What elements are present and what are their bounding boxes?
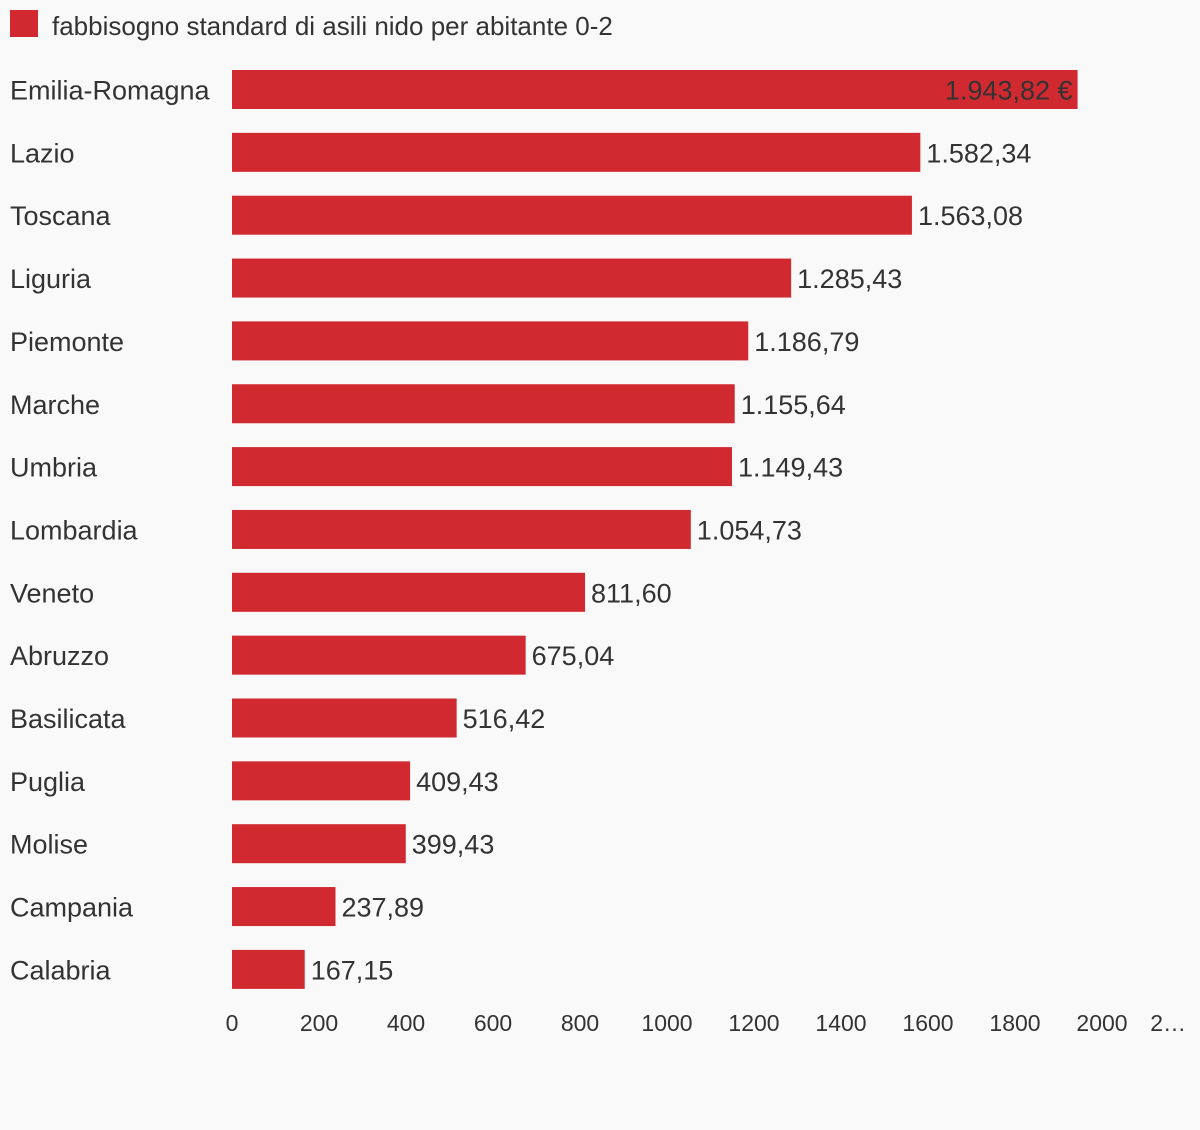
value-label: 516,42 bbox=[463, 704, 546, 734]
bar bbox=[232, 761, 411, 801]
x-axis-ticks: 0 200 400 600 800 1000 1200 1400 1600 1800 2000 2… bbox=[226, 1010, 1186, 1036]
value-label: 1.943,82 € bbox=[945, 76, 1073, 106]
category-label: Molise bbox=[10, 830, 88, 860]
x-tick-label: 1200 bbox=[728, 1010, 779, 1036]
bar bbox=[232, 824, 406, 864]
x-tick-label: 1400 bbox=[815, 1010, 866, 1036]
category-label: Lombardia bbox=[10, 515, 139, 545]
x-tick-label: 400 bbox=[387, 1010, 425, 1036]
bar bbox=[232, 70, 1078, 109]
bar bbox=[232, 195, 912, 235]
value-label: 167,15 bbox=[311, 955, 394, 985]
bars bbox=[232, 70, 1078, 989]
x-tick-label: 0 bbox=[226, 1010, 239, 1036]
x-tick-label: 2… bbox=[1150, 1010, 1186, 1036]
bar bbox=[232, 509, 691, 549]
category-label: Basilicata bbox=[10, 704, 127, 734]
value-label: 409,43 bbox=[416, 767, 499, 797]
category-label: Marche bbox=[10, 390, 100, 420]
value-label: 1.186,79 bbox=[754, 327, 859, 357]
bar bbox=[232, 635, 526, 675]
value-label: 1.149,43 bbox=[738, 453, 843, 483]
value-labels: 1.943,82 € 1.582,34 1.563,08 1.285,43 1.186,… bbox=[311, 76, 1073, 986]
x-tick-label: 1000 bbox=[641, 1010, 692, 1036]
bar bbox=[232, 447, 733, 487]
category-label: Piemonte bbox=[10, 327, 124, 357]
legend-swatch bbox=[10, 10, 38, 37]
category-labels: Emilia-Romagna Lazio Toscana Liguria Piemont… bbox=[10, 76, 211, 986]
category-label: Puglia bbox=[10, 767, 86, 797]
value-label: 1.285,43 bbox=[797, 264, 902, 294]
x-tick-label: 1600 bbox=[902, 1010, 953, 1036]
category-label: Calabria bbox=[10, 955, 112, 985]
bar bbox=[232, 572, 586, 612]
x-tick-label: 600 bbox=[474, 1010, 512, 1036]
bar bbox=[232, 321, 749, 361]
bar bbox=[232, 132, 921, 172]
category-label: Liguria bbox=[10, 264, 92, 294]
category-label: Lazio bbox=[10, 138, 75, 168]
value-label: 237,89 bbox=[341, 893, 424, 923]
x-tick-label: 800 bbox=[561, 1010, 599, 1036]
category-label: Umbria bbox=[10, 453, 98, 483]
value-label: 1.582,34 bbox=[926, 138, 1031, 168]
category-label: Toscana bbox=[10, 201, 112, 231]
category-label: Emilia-Romagna bbox=[10, 76, 211, 106]
value-label: 1.054,73 bbox=[697, 515, 802, 545]
value-label: 399,43 bbox=[412, 830, 495, 860]
legend: fabbisogno standard di asili nido per ab… bbox=[10, 10, 613, 41]
value-label: 1.155,64 bbox=[741, 390, 846, 420]
x-tick-label: 2000 bbox=[1076, 1010, 1127, 1036]
legend-label: fabbisogno standard di asili nido per ab… bbox=[52, 11, 613, 41]
category-label: Campania bbox=[10, 893, 134, 923]
category-label: Veneto bbox=[10, 578, 94, 608]
value-label: 811,60 bbox=[591, 578, 672, 608]
category-label: Abruzzo bbox=[10, 641, 109, 671]
value-label: 1.563,08 bbox=[918, 201, 1023, 231]
x-tick-label: 1800 bbox=[989, 1010, 1040, 1036]
x-tick-label: 200 bbox=[300, 1010, 338, 1036]
value-label: 675,04 bbox=[532, 641, 615, 671]
bar bbox=[232, 698, 457, 738]
bar bbox=[232, 949, 305, 989]
bar bbox=[232, 887, 336, 927]
bar bbox=[232, 258, 792, 298]
bar bbox=[232, 384, 735, 424]
